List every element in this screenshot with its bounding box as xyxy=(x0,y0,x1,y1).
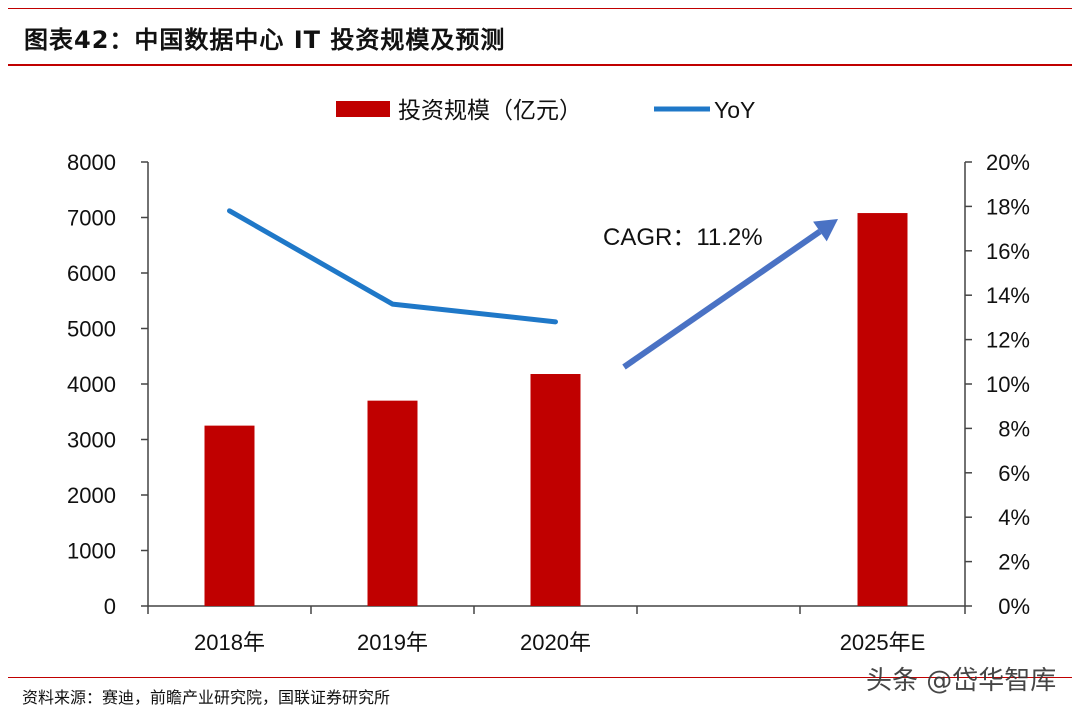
yoy-line xyxy=(227,208,558,325)
y-left-tick-label: 6000 xyxy=(67,261,116,286)
watermark: 头条 @岱华智库 xyxy=(866,666,1057,696)
y-left-tick-label: 7000 xyxy=(67,206,116,231)
bottom-rule xyxy=(8,677,1072,678)
legend-label-line: YoY xyxy=(714,97,755,123)
y-right-tick-label: 14% xyxy=(986,283,1030,308)
y-right-tick-label: 18% xyxy=(986,194,1030,219)
y-left-tick-label: 5000 xyxy=(67,317,116,342)
y-left-tick-label: 4000 xyxy=(67,372,116,397)
top-rule xyxy=(8,8,1072,9)
y-left-tick-label: 2000 xyxy=(67,483,116,508)
x-tick-label: 2018年 xyxy=(194,630,265,655)
y-left-tick-label: 8000 xyxy=(67,150,116,175)
chart-title: 图表42：中国数据中心 IT 投资规模及预测 xyxy=(24,26,506,54)
y-right-tick-label: 20% xyxy=(986,150,1030,175)
y-right-tick-label: 8% xyxy=(998,416,1030,441)
y-right-tick-label: 16% xyxy=(986,239,1030,264)
bar xyxy=(857,213,908,606)
y-right-tick-label: 10% xyxy=(986,372,1030,397)
y-left-tick-label: 0 xyxy=(104,594,116,619)
bar xyxy=(530,374,581,606)
y-right-tick-label: 2% xyxy=(998,550,1030,575)
cagr-arrow-head xyxy=(813,219,838,242)
source-note: 资料来源：赛迪，前瞻产业研究院，国联证券研究所 xyxy=(22,688,391,707)
chart-svg: 0 1000 2000 3000 4000 5000 6000 7000 8000 0% 2% 4% 6… xyxy=(67,97,1030,655)
y-left-tick-label: 1000 xyxy=(67,539,116,564)
bar xyxy=(204,425,255,606)
x-tick-label: 2020年 xyxy=(520,630,591,655)
legend-swatch-bar xyxy=(336,101,390,117)
y-right-tick-label: 4% xyxy=(998,505,1030,530)
y-right-tick-label: 0% xyxy=(998,594,1030,619)
y-right-tick-label: 12% xyxy=(986,328,1030,353)
y-right-tick-label: 6% xyxy=(998,461,1030,486)
title-rule xyxy=(8,64,1072,66)
y-left-tick-label: 3000 xyxy=(67,428,116,453)
x-tick-label: 2019年 xyxy=(357,630,428,655)
bar xyxy=(367,400,418,606)
x-tick-label: 2025年E xyxy=(840,630,926,655)
cagr-annotation: CAGR：11.2% xyxy=(603,224,763,251)
cagr-arrow-shaft xyxy=(622,229,822,370)
legend-label-bar: 投资规模（亿元） xyxy=(398,97,582,123)
